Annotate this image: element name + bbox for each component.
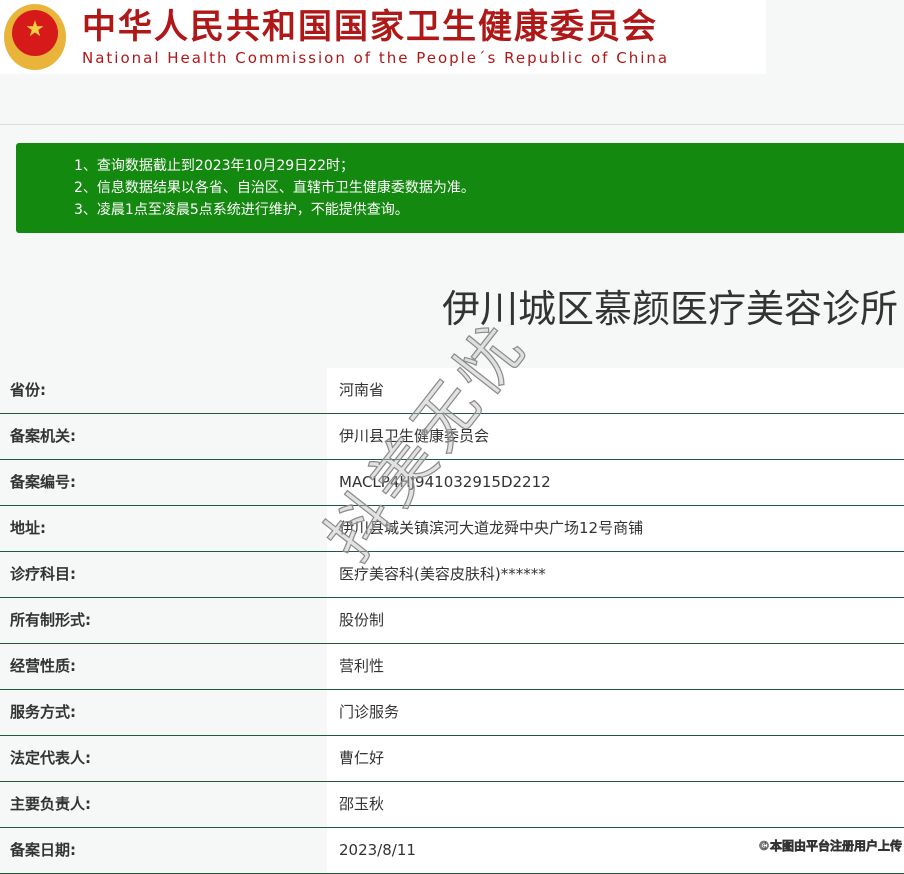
notice-box: 1、查询数据截止到2023年10月29日22时； 2、信息数据结果以各省、自治区… (16, 143, 904, 233)
row-label: 备案日期: (0, 828, 327, 873)
notice-line: 2、信息数据结果以各省、自治区、直辖市卫生健康委数据为准。 (74, 180, 475, 196)
row-value: 医疗美容科(美容皮肤科)****** (327, 552, 904, 597)
site-header: ★ 中华人民共和国国家卫生健康委员会 National Health Commi… (0, 0, 766, 74)
row-label: 备案机关: (0, 414, 327, 459)
notice-line: 3、凌晨1点至凌晨5点系统进行维护，不能提供查询。 (74, 202, 409, 218)
table-row: 法定代表人: 曹仁好 (0, 736, 904, 782)
row-value: 伊川县城关镇滨河大道龙舜中央广场12号商铺 (327, 506, 904, 551)
row-label: 诊疗科目: (0, 552, 327, 597)
table-row: 服务方式: 门诊服务 (0, 690, 904, 736)
row-label: 服务方式: (0, 690, 327, 735)
row-value: 曹仁好 (327, 736, 904, 781)
row-value: 门诊服务 (327, 690, 904, 735)
header-title-en: National Health Commission of the People… (82, 49, 670, 67)
table-row: 诊疗科目: 医疗美容科(美容皮肤科)****** (0, 552, 904, 598)
row-label: 地址: (0, 506, 327, 551)
divider (0, 124, 904, 125)
row-label: 经营性质: (0, 644, 327, 689)
table-row: 备案机关: 伊川县卫生健康委员会 (0, 414, 904, 460)
institution-name: 伊川城区慕颜医疗美容诊所 (441, 287, 898, 331)
row-label: 主要负责人: (0, 782, 327, 827)
national-emblem-icon: ★ (0, 0, 70, 74)
table-row: 所有制形式: 股份制 (0, 598, 904, 644)
row-value: 营利性 (327, 644, 904, 689)
upload-credit: ©本图由平台注册用户上传 (757, 839, 903, 854)
row-label: 备案编号: (0, 460, 327, 505)
row-value: 股份制 (327, 598, 904, 643)
row-value: 伊川县卫生健康委员会 (327, 414, 904, 459)
header-title-cn: 中华人民共和国国家卫生健康委员会 (82, 7, 658, 47)
row-value: 河南省 (327, 368, 904, 413)
table-row: 省份: 河南省 (0, 368, 904, 414)
table-row: 备案编号: MACLP4HJ941032915D2212 (0, 460, 904, 506)
row-label: 所有制形式: (0, 598, 327, 643)
row-value: MACLP4HJ941032915D2212 (327, 460, 904, 505)
table-row: 主要负责人: 邵玉秋 (0, 782, 904, 828)
info-table: 省份: 河南省 备案机关: 伊川县卫生健康委员会 备案编号: MACLP4HJ941032… (0, 368, 904, 874)
row-value: 邵玉秋 (327, 782, 904, 827)
table-row: 经营性质: 营利性 (0, 644, 904, 690)
table-row: 地址: 伊川县城关镇滨河大道龙舜中央广场12号商铺 (0, 506, 904, 552)
row-label: 省份: (0, 368, 327, 413)
notice-line: 1、查询数据截止到2023年10月29日22时； (74, 158, 354, 174)
row-label: 法定代表人: (0, 736, 327, 781)
